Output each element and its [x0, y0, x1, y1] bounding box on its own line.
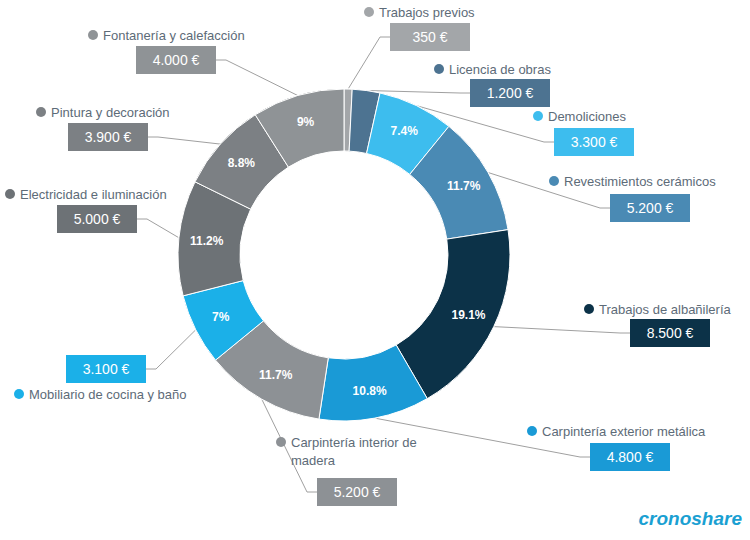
svg-text:5.000 €: 5.000 € — [74, 211, 121, 227]
svg-text:11.7%: 11.7% — [447, 179, 481, 193]
svg-text:5.200 €: 5.200 € — [334, 484, 381, 500]
svg-text:4.800 €: 4.800 € — [607, 449, 654, 465]
svg-text:3.100 €: 3.100 € — [83, 361, 130, 377]
svg-text:7%: 7% — [212, 310, 230, 324]
svg-text:Carpintería exterior metálica: Carpintería exterior metálica — [542, 424, 706, 439]
svg-text:Demoliciones: Demoliciones — [548, 109, 627, 124]
svg-text:madera: madera — [291, 453, 336, 468]
svg-text:Trabajos de albañilería: Trabajos de albañilería — [599, 302, 732, 317]
svg-text:9%: 9% — [297, 115, 315, 129]
svg-text:Carpintería interior de: Carpintería interior de — [291, 435, 417, 450]
svg-text:Mobiliario de cocina y baño: Mobiliario de cocina y baño — [29, 387, 187, 402]
svg-text:8.8%: 8.8% — [228, 156, 256, 170]
svg-text:4.000 €: 4.000 € — [153, 52, 200, 68]
svg-text:7.4%: 7.4% — [391, 124, 419, 138]
svg-text:3.300 €: 3.300 € — [571, 134, 618, 150]
svg-text:3.900 €: 3.900 € — [85, 129, 132, 145]
svg-text:11.2%: 11.2% — [190, 234, 224, 248]
svg-text:8.500 €: 8.500 € — [647, 325, 694, 341]
svg-text:10.8%: 10.8% — [353, 384, 387, 398]
svg-text:350 €: 350 € — [412, 29, 447, 45]
svg-text:11.7%: 11.7% — [259, 368, 293, 382]
svg-text:Fontanería y calefacción: Fontanería y calefacción — [103, 28, 245, 43]
svg-text:cronoshare: cronoshare — [639, 508, 743, 529]
svg-text:Licencia de obras: Licencia de obras — [449, 62, 551, 77]
svg-text:1.200 €: 1.200 € — [487, 85, 534, 101]
svg-text:Electricidad e iluminación: Electricidad e iluminación — [20, 187, 167, 202]
svg-text:19.1%: 19.1% — [451, 308, 485, 322]
svg-text:Revestimientos cerámicos: Revestimientos cerámicos — [564, 174, 716, 189]
svg-text:5.200 €: 5.200 € — [627, 200, 674, 216]
svg-text:Trabajos previos: Trabajos previos — [379, 5, 475, 20]
svg-text:Pintura y decoración: Pintura y decoración — [51, 105, 170, 120]
